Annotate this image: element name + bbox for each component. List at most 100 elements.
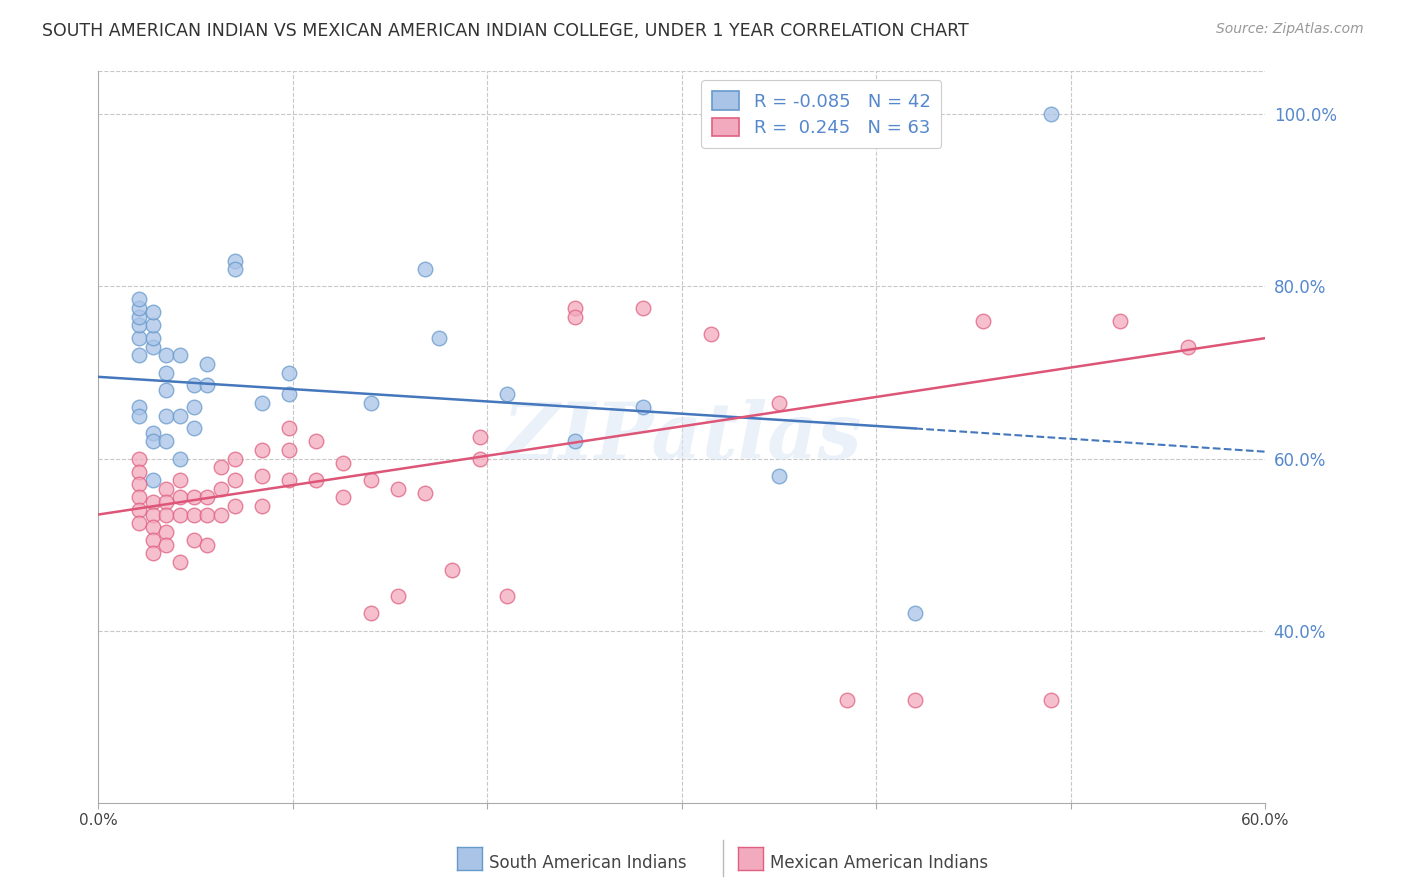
Point bbox=[564, 434, 586, 449]
Point bbox=[1040, 107, 1063, 121]
Point bbox=[155, 383, 177, 397]
Point bbox=[904, 607, 927, 621]
Point bbox=[128, 409, 150, 423]
Point bbox=[564, 310, 586, 324]
Point bbox=[195, 538, 218, 552]
Point bbox=[360, 395, 382, 409]
Point bbox=[142, 331, 165, 345]
Text: Mexican American Indians: Mexican American Indians bbox=[770, 854, 988, 871]
Point bbox=[155, 409, 177, 423]
Point bbox=[155, 482, 177, 496]
Text: ZIPatlas: ZIPatlas bbox=[502, 399, 862, 475]
Point bbox=[128, 301, 150, 315]
Point bbox=[155, 366, 177, 380]
Point bbox=[278, 366, 301, 380]
Point bbox=[837, 692, 859, 706]
Point bbox=[278, 387, 301, 401]
Point bbox=[128, 293, 150, 307]
Point bbox=[155, 348, 177, 362]
Point bbox=[183, 508, 205, 522]
Point bbox=[169, 409, 191, 423]
Point bbox=[468, 451, 491, 466]
Point bbox=[413, 262, 436, 277]
Point bbox=[142, 425, 165, 440]
Point bbox=[128, 503, 150, 517]
Point bbox=[224, 253, 246, 268]
Point bbox=[155, 524, 177, 539]
Point bbox=[142, 494, 165, 508]
Point bbox=[332, 491, 354, 505]
Point bbox=[224, 473, 246, 487]
Point bbox=[142, 473, 165, 487]
Point bbox=[183, 421, 205, 435]
Point bbox=[195, 357, 218, 371]
Point bbox=[224, 499, 246, 513]
Point bbox=[250, 395, 273, 409]
Point bbox=[387, 589, 409, 603]
Point bbox=[142, 546, 165, 560]
Point bbox=[142, 520, 165, 534]
Point bbox=[1177, 340, 1199, 354]
Point bbox=[169, 508, 191, 522]
Point bbox=[631, 301, 654, 315]
Point bbox=[360, 607, 382, 621]
Text: South American Indians: South American Indians bbox=[489, 854, 688, 871]
Point bbox=[128, 310, 150, 324]
Point bbox=[305, 434, 328, 449]
Point bbox=[183, 378, 205, 392]
Point bbox=[768, 468, 790, 483]
Point bbox=[441, 564, 464, 578]
Point bbox=[155, 494, 177, 508]
Legend: R = -0.085   N = 42, R =  0.245   N = 63: R = -0.085 N = 42, R = 0.245 N = 63 bbox=[702, 80, 941, 148]
Point bbox=[904, 692, 927, 706]
Point bbox=[250, 468, 273, 483]
Point bbox=[183, 533, 205, 548]
Point bbox=[387, 482, 409, 496]
Point bbox=[128, 516, 150, 530]
Text: Source: ZipAtlas.com: Source: ZipAtlas.com bbox=[1216, 22, 1364, 37]
Point bbox=[564, 301, 586, 315]
Point bbox=[142, 318, 165, 333]
Point bbox=[332, 456, 354, 470]
Point bbox=[360, 473, 382, 487]
Point bbox=[183, 491, 205, 505]
Point bbox=[128, 477, 150, 491]
Point bbox=[169, 555, 191, 569]
Point bbox=[1108, 314, 1130, 328]
Point bbox=[155, 538, 177, 552]
Point bbox=[195, 491, 218, 505]
Point bbox=[209, 508, 232, 522]
Point bbox=[700, 326, 723, 341]
Point bbox=[128, 451, 150, 466]
Point bbox=[1040, 692, 1063, 706]
Point bbox=[305, 473, 328, 487]
Point bbox=[209, 460, 232, 475]
Point bbox=[195, 508, 218, 522]
Point bbox=[155, 508, 177, 522]
Point bbox=[768, 395, 790, 409]
Point bbox=[195, 378, 218, 392]
Point bbox=[128, 348, 150, 362]
Point bbox=[224, 451, 246, 466]
Point bbox=[468, 430, 491, 444]
Point bbox=[250, 499, 273, 513]
Point bbox=[142, 340, 165, 354]
Text: SOUTH AMERICAN INDIAN VS MEXICAN AMERICAN INDIAN COLLEGE, UNDER 1 YEAR CORRELATI: SOUTH AMERICAN INDIAN VS MEXICAN AMERICA… bbox=[42, 22, 969, 40]
Point bbox=[183, 400, 205, 414]
Point bbox=[142, 305, 165, 319]
Point bbox=[278, 473, 301, 487]
Point bbox=[250, 442, 273, 457]
Point bbox=[224, 262, 246, 277]
Point bbox=[128, 491, 150, 505]
Point bbox=[169, 473, 191, 487]
Point bbox=[496, 387, 519, 401]
Point bbox=[278, 442, 301, 457]
Point bbox=[155, 434, 177, 449]
Point bbox=[209, 482, 232, 496]
Point bbox=[278, 421, 301, 435]
Point bbox=[631, 400, 654, 414]
Point bbox=[128, 331, 150, 345]
Point bbox=[128, 318, 150, 333]
Point bbox=[142, 434, 165, 449]
Point bbox=[142, 508, 165, 522]
